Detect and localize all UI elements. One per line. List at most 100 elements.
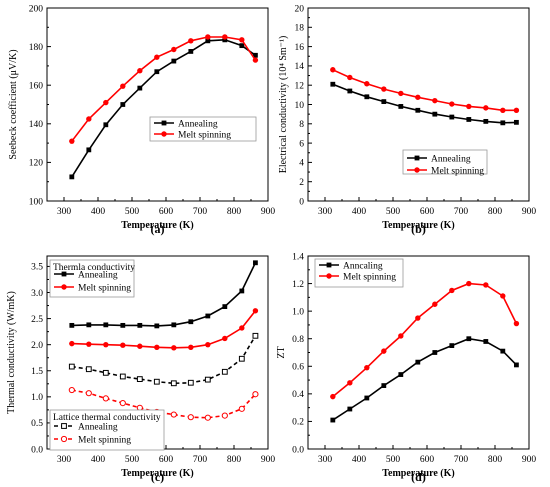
panel-b-y-tick-label: 0 bbox=[299, 197, 304, 207]
panel-d-series-1 bbox=[330, 336, 519, 423]
panel-a-data-point bbox=[188, 38, 194, 44]
panel-c-data-point bbox=[103, 341, 109, 348]
panel-c-legend-title: Thermla conductivity bbox=[53, 263, 135, 273]
panel-c-data-point bbox=[68, 363, 75, 370]
panel-c-data-point bbox=[102, 395, 109, 402]
panel-d-data-point bbox=[483, 282, 489, 288]
panel-d-data-point bbox=[347, 380, 353, 386]
panel-c-data-point bbox=[137, 343, 143, 349]
panel-a-y-axis-label: Seebeck coefficient (μV/K) bbox=[8, 49, 19, 159]
panel-d-y-axis-label: ZT bbox=[276, 346, 287, 358]
panel-a-data-point bbox=[252, 57, 259, 63]
panel-c-data-point bbox=[222, 335, 228, 342]
panel-c-legend-swatch-marker bbox=[60, 435, 68, 443]
panel-b-data-point bbox=[500, 120, 506, 126]
panel-b-data-point bbox=[381, 86, 387, 92]
panel-c-data-point bbox=[69, 322, 75, 328]
panel-d-x-tick-label: 400 bbox=[352, 455, 367, 465]
panel-d-data-point bbox=[500, 293, 506, 299]
panel-b-series-1 bbox=[330, 81, 519, 126]
panel-c-data-point bbox=[222, 304, 228, 309]
panel-d-data-point bbox=[514, 362, 519, 368]
panel-b-series-2 bbox=[330, 67, 520, 113]
panel-d-data-point bbox=[513, 320, 520, 327]
panel-b: 300 400 500 600 700 800 900 0 2 4 6 8 10 12 14 16 18 20 Te… bbox=[278, 4, 536, 236]
panel-c-x-tick-label: 300 bbox=[57, 455, 72, 465]
panel-a: 300 400 500 600 700 800 900 100 120 140 160 180 200 T… bbox=[8, 4, 275, 236]
panel-d-data-point bbox=[398, 333, 404, 339]
panel-c-x-tick-label: 600 bbox=[159, 455, 174, 465]
panel-a-x-tick-label: 900 bbox=[261, 207, 276, 217]
panel-c-data-point bbox=[137, 322, 143, 328]
panel-c-series-line bbox=[71, 335, 257, 385]
panel-c-data-point bbox=[252, 332, 259, 339]
panel-c-data-point bbox=[86, 322, 92, 328]
panel-a-y-tick-label: 160 bbox=[29, 82, 44, 92]
panel-b-data-point bbox=[449, 101, 455, 107]
panel-d-legend-swatch-marker bbox=[326, 262, 332, 268]
panel-b-data-point bbox=[364, 94, 370, 100]
panel-d-data-point bbox=[415, 359, 421, 365]
panel-d-data-point bbox=[466, 336, 472, 342]
panel-a-data-point bbox=[154, 54, 160, 60]
panel-c-data-point bbox=[68, 386, 75, 394]
panel-a-legend-frame bbox=[149, 116, 257, 142]
panel-d-x-tick-label: 700 bbox=[454, 455, 469, 465]
panel-b-x-tick-label: 400 bbox=[352, 207, 367, 217]
panel-b-data-point bbox=[330, 81, 336, 87]
panel-b-data-point bbox=[398, 104, 404, 109]
panel-d-data-point bbox=[483, 339, 489, 344]
panel-c-legend-swatch-marker bbox=[61, 423, 67, 429]
panel-b-y-tick-label: 16 bbox=[295, 43, 305, 53]
panel-b-data-point bbox=[500, 107, 506, 113]
panel-d-series-line bbox=[332, 282, 518, 398]
panel-b-data-point bbox=[415, 107, 421, 113]
panel-c-data-point bbox=[239, 325, 245, 331]
panel-c-data-point bbox=[136, 376, 143, 383]
panel-d-series-line bbox=[332, 337, 517, 421]
panel-b-data-point bbox=[449, 114, 455, 120]
panel-c-y-axis-label: Thermal conductivity (W/mK) bbox=[6, 291, 17, 414]
panel-c-legend-swatch-marker bbox=[61, 271, 67, 277]
panel-c-data-point bbox=[252, 391, 259, 398]
panel-c-data-point bbox=[119, 373, 126, 380]
panel-c-data-point bbox=[204, 376, 211, 383]
panel-d-y-tick-label: 1.0 bbox=[292, 307, 304, 317]
panel-d: 300 400 500 600 700 800 900 0.0 0.2 0.4 0.6 0.8 1.0 1… bbox=[276, 252, 536, 484]
panel-c-legend-entry: Annealing bbox=[78, 270, 118, 280]
panel-a-data-point bbox=[222, 34, 228, 40]
panel-a-data-point bbox=[69, 174, 75, 180]
panel-a-x-tick-label: 800 bbox=[227, 207, 242, 217]
panel-d-y-tick-label: 1.4 bbox=[292, 252, 304, 262]
panel-d-y-tick-label: 0.0 bbox=[292, 445, 304, 455]
panel-c-x-tick-label: 800 bbox=[227, 455, 242, 465]
panel-a-x-tick-label: 400 bbox=[91, 207, 106, 217]
panel-b-data-point bbox=[432, 97, 438, 104]
panel-c-y-tick-label: 0.5 bbox=[31, 419, 43, 429]
panel-d-x-tick-label: 900 bbox=[522, 455, 537, 465]
panel-c-data-point bbox=[221, 368, 228, 375]
panel-b-y-tick-label: 8 bbox=[299, 120, 304, 130]
panel-a-data-point bbox=[103, 122, 109, 128]
panel-d-data-point bbox=[466, 280, 472, 287]
panel-c-data-point bbox=[154, 344, 160, 350]
panel-a-data-point bbox=[188, 49, 194, 54]
panel-d-y-tick-label: 0.8 bbox=[292, 335, 304, 345]
panel-c-y-tick-label: 3.0 bbox=[31, 289, 43, 299]
panel-d-y-tick-label: 0.2 bbox=[292, 418, 304, 428]
panel-c-data-point bbox=[171, 322, 177, 328]
panel-c-y-tick-label: 3.5 bbox=[31, 263, 43, 273]
panel-d-data-point bbox=[364, 395, 370, 401]
panel-b-legend-entry: Annealing bbox=[431, 154, 471, 164]
panel-a-data-point bbox=[205, 38, 211, 44]
panel-c-data-point bbox=[204, 414, 211, 421]
panel-a-series-1 bbox=[69, 37, 258, 180]
panel-b-x-tick-label: 300 bbox=[318, 207, 333, 217]
panel-d-x-tick-label: 600 bbox=[420, 455, 435, 465]
panel-d-x-axis-label: Temperature (K) bbox=[382, 468, 455, 479]
panel-a-data-point bbox=[103, 99, 109, 106]
panel-c-data-point bbox=[238, 405, 245, 412]
panel-b-x-tick-label: 600 bbox=[420, 207, 435, 217]
